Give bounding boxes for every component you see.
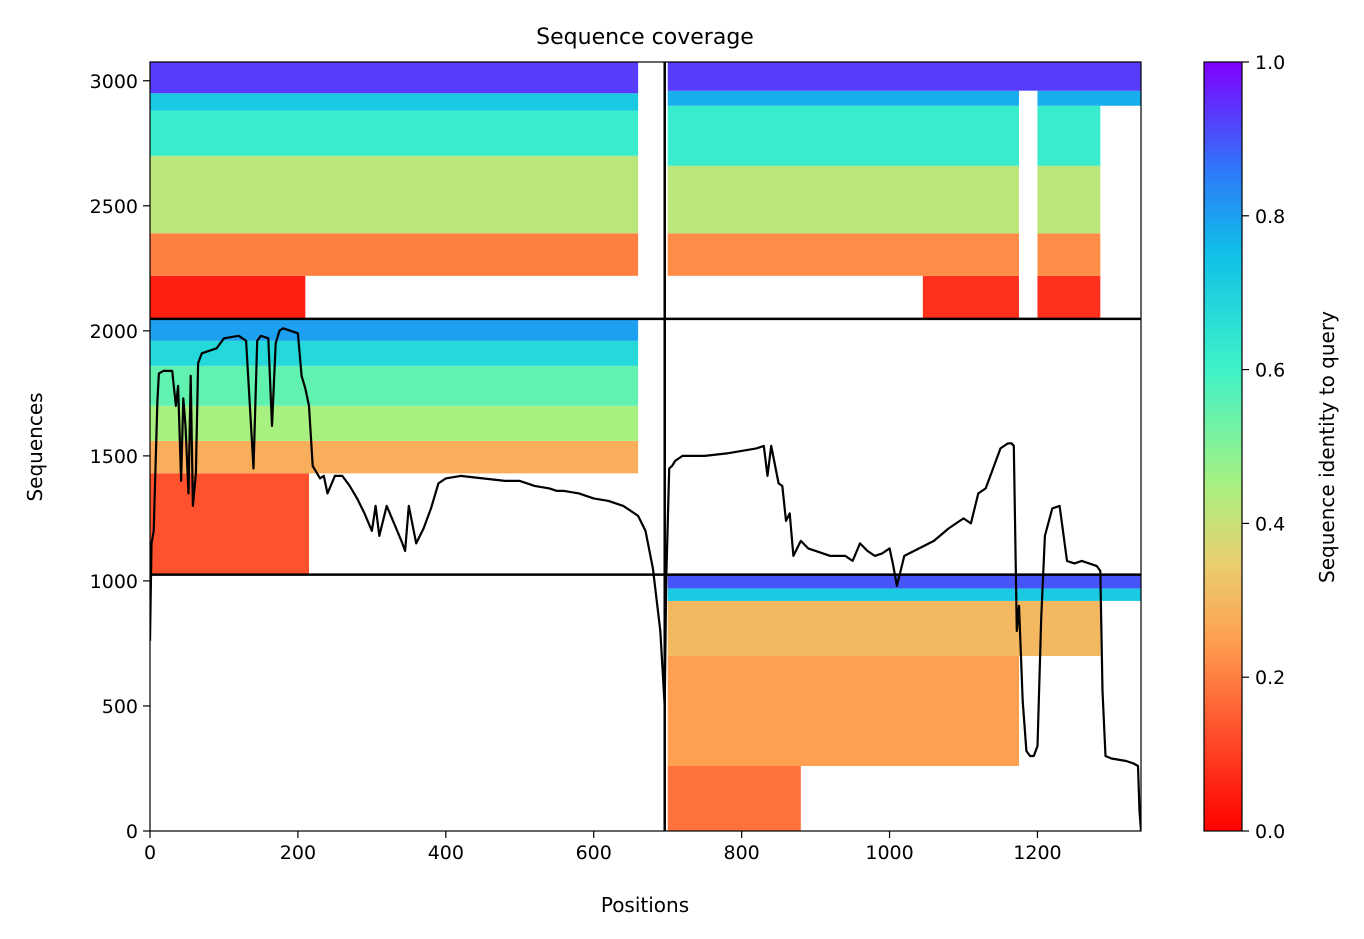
colorbar: 0.0 0.2 0.4 0.6 0.8 1.0 Sequence identity to …: [1203, 52, 1339, 843]
heatmap-band-b-unpaired: [667, 765, 801, 831]
y-axis-label: Sequences: [23, 392, 47, 501]
y-tick-label: 2500: [90, 196, 138, 218]
y-tick-label: 1000: [90, 571, 138, 593]
heatmap-band-a-paired: [150, 275, 306, 319]
heatmap-band-a-unpaired: [150, 340, 639, 366]
heatmap-band-a-unpaired: [150, 473, 310, 575]
x-tick-label: 1000: [865, 842, 913, 864]
colorbar-tick-label: 0.0: [1255, 821, 1285, 843]
heatmap-band-a-unpaired: [150, 440, 639, 474]
heatmap-band-b-paired: [922, 275, 1101, 319]
plot-area: [149, 61, 1142, 832]
colorbar-gradient: [1203, 61, 1243, 832]
heatmap-band-a-unpaired: [150, 318, 639, 341]
y-tick-label: 500: [102, 696, 138, 718]
x-tick-label: 800: [724, 842, 760, 864]
heatmap-band-b-paired: [667, 90, 1141, 106]
colorbar-tick-label: 0.4: [1255, 513, 1285, 535]
plot-frame: [149, 61, 1142, 832]
chart-title: Sequence coverage: [536, 25, 754, 50]
heatmap-band-b-unpaired: [667, 574, 1141, 589]
x-axis-label: Positions: [601, 893, 689, 917]
colorbar-tick-label: 0.6: [1255, 360, 1285, 382]
coverage-line: [150, 327, 1141, 831]
y-tick-label: 1500: [90, 446, 138, 468]
heatmap-band-a-unpaired: [150, 405, 639, 441]
colorbar-ticks: 0.0 0.2 0.4 0.6 0.8 1.0: [1242, 52, 1285, 843]
x-axis: 0 200 400 600 800 1000 1200: [144, 831, 1062, 864]
colorbar-tick-label: 1.0: [1255, 52, 1285, 74]
colorbar-tick-label: 0.2: [1255, 667, 1285, 689]
heatmap-gap: [1018, 90, 1038, 319]
heatmap-band-b-unpaired: [667, 600, 1101, 656]
heatmap-band-b-unpaired: [667, 588, 1141, 601]
heatmap-band-a-unpaired: [150, 365, 639, 406]
x-tick-label: 400: [428, 842, 464, 864]
heatmap-band-a-paired: [150, 110, 639, 156]
x-tick-label: 600: [576, 842, 612, 864]
y-tick-label: 3000: [90, 71, 138, 93]
x-tick-label: 0: [144, 842, 156, 864]
heatmap-band-a-paired: [150, 93, 639, 111]
heatmap-band-a-paired: [150, 62, 639, 94]
y-tick-label: 2000: [90, 321, 138, 343]
heatmap-band-b-unpaired: [667, 655, 1019, 766]
colorbar-tick-label: 0.8: [1255, 206, 1285, 228]
x-tick-label: 1200: [1013, 842, 1061, 864]
heatmap-band-a-paired: [150, 233, 639, 276]
heatmap-layer: [150, 62, 1141, 831]
heatmap-band-a-paired: [150, 155, 639, 234]
y-axis: 0 500 1000 1500 2000 2500 3000: [90, 71, 150, 843]
heatmap-band-b-paired: [667, 62, 1141, 91]
y-tick-label: 0: [126, 821, 138, 843]
colorbar-label: Sequence identity to query: [1315, 311, 1339, 583]
x-tick-label: 200: [280, 842, 316, 864]
